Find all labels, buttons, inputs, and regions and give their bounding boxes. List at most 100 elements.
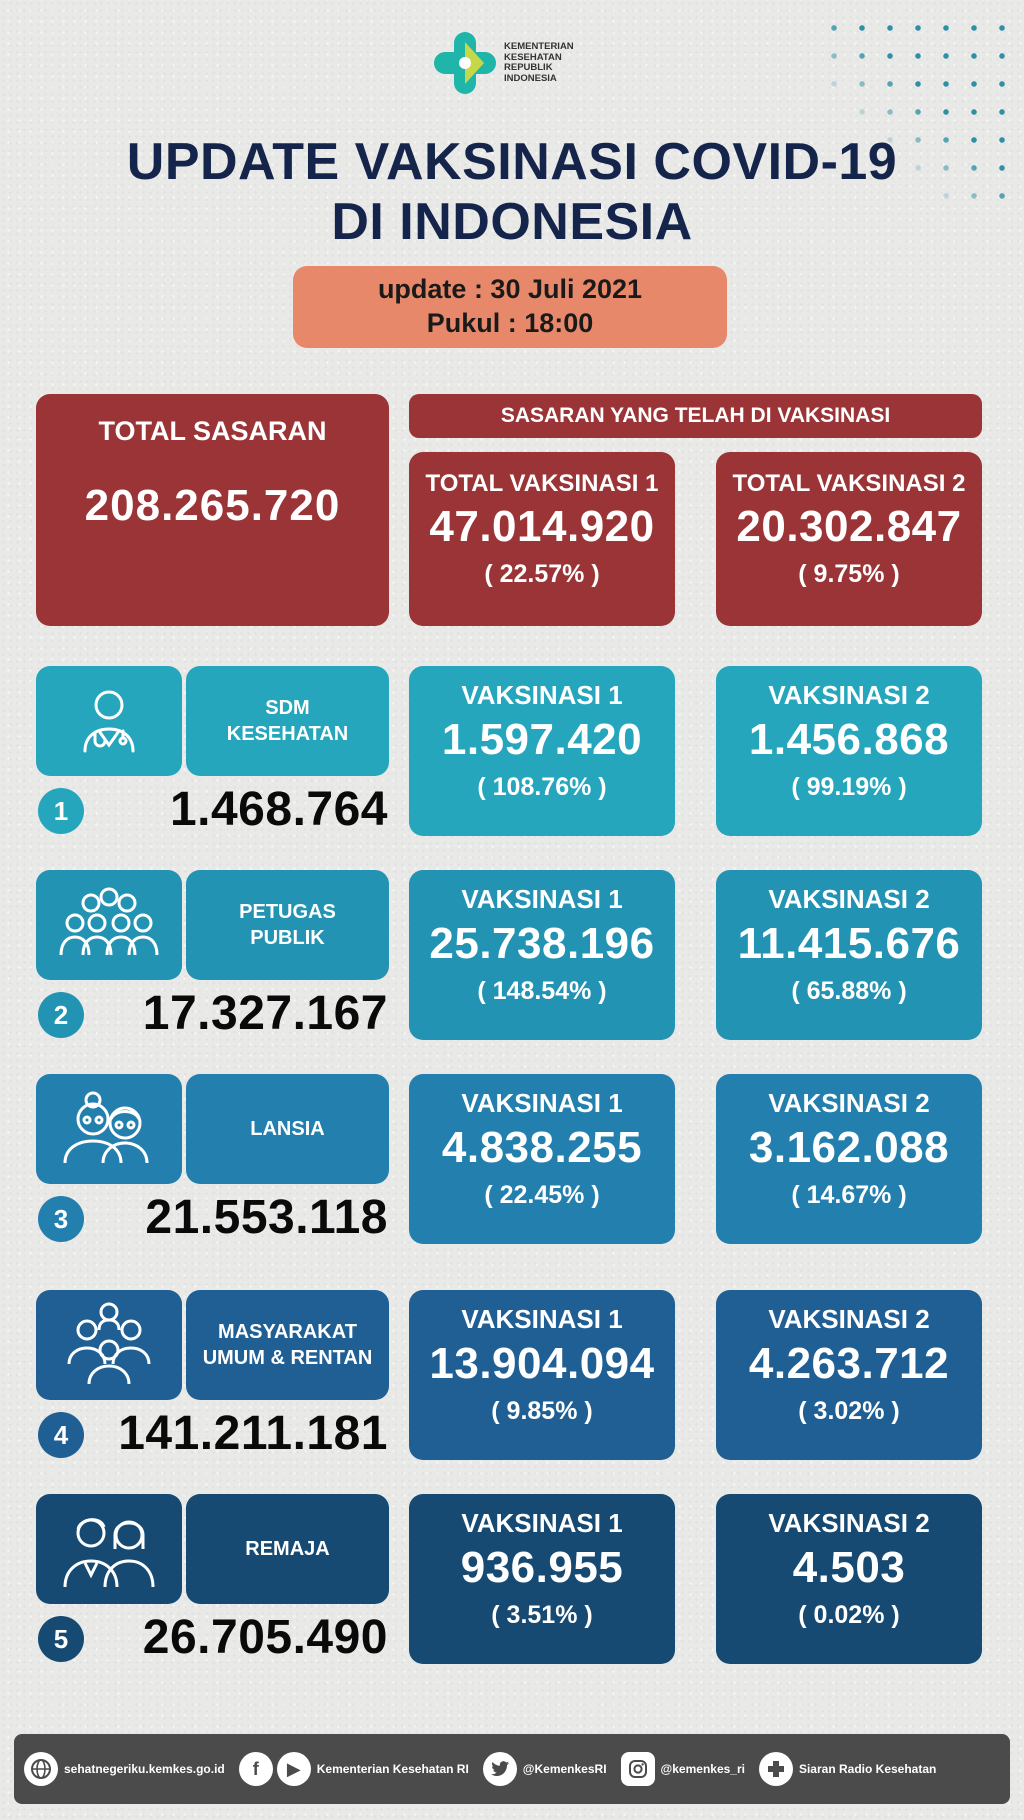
instagram-icon [620, 1752, 655, 1786]
group-name-box: MASYARAKAT UMUM & RENTAN [186, 1290, 389, 1400]
group-name-line-2: PUBLIK [250, 927, 325, 949]
group-name-line-2: KESEHATAN [226, 723, 349, 745]
title-line-1: UPDATE VAKSINASI COVID-19 [126, 133, 898, 191]
footer-instagram-text: @kemenkes_ri [660, 1762, 745, 1776]
vaksinasi-1-percent: ( 3.51% ) [491, 1601, 593, 1629]
vaksinasi-1-label: VAKSINASI 1 [461, 1088, 623, 1118]
group-vaksinasi-1-card: VAKSINASI 1 25.738.196 ( 148.54% ) [409, 870, 675, 1040]
total-sasaran-card: TOTAL SASARAN 208.265.720 [36, 394, 389, 626]
vaksinasi-2-value: 4.263.712 [748, 1339, 950, 1388]
vaksinasi-1-label: VAKSINASI 1 [461, 884, 623, 914]
group-vaksinasi-2-card: VAKSINASI 2 3.162.088 ( 14.67% ) [716, 1074, 982, 1244]
group-number-badge: 5 [38, 1616, 84, 1662]
vaksinasi-1-value: 25.738.196 [429, 919, 655, 968]
group-vaksinasi-2-card: VAKSINASI 2 1.456.868 ( 99.19% ) [716, 666, 982, 836]
vaksinasi-1-label: VAKSINASI 1 [461, 1304, 623, 1334]
group-name-box: LANSIA [186, 1074, 389, 1184]
group-vaksinasi-1-card: VAKSINASI 1 4.838.255 ( 22.45% ) [409, 1074, 675, 1244]
footer-radio[interactable]: Siaran Radio Kesehatan [758, 1752, 937, 1786]
group-name-line-1: MASYARAKAT [218, 1321, 357, 1343]
vaksinasi-2-label: VAKSINASI 2 [768, 1088, 930, 1118]
total-vaksinasi-2-value: 20.302.847 [736, 502, 962, 551]
logo-text-line: KEMENTERIAN [504, 41, 574, 52]
vaksinasi-1-percent: ( 22.45% ) [484, 1181, 600, 1209]
vaksinasi-2-value: 1.456.868 [748, 715, 950, 764]
sasaran-header: SASARAN YANG TELAH DI VAKSINASI [409, 394, 982, 438]
group-name-line-1: PETUGAS [239, 901, 336, 923]
kemenkes-logo: KEMENTERIAN KESEHATAN REPUBLIK INDONESIA [432, 30, 594, 96]
group-number-badge: 3 [38, 1196, 84, 1242]
group-target-value: 21.553.118 [145, 1191, 388, 1244]
group-number-badge: 1 [38, 788, 84, 834]
footer-twitter-text: @KemenkesRI [522, 1762, 607, 1776]
twitter-icon [482, 1752, 517, 1786]
footer-facebook-youtube-text: Kementerian Kesehatan RI [316, 1762, 469, 1776]
vaksinasi-2-percent: ( 65.88% ) [791, 977, 907, 1005]
vaksinasi-1-value: 1.597.420 [441, 715, 643, 764]
group-name-line-2: UMUM & RENTAN [202, 1347, 373, 1369]
total-vaksinasi-1-value: 47.014.920 [429, 502, 655, 551]
group-name-box: REMAJA [186, 1494, 389, 1604]
vaksinasi-1-label: VAKSINASI 1 [461, 680, 623, 710]
radio-icon [758, 1752, 793, 1786]
total-vaksinasi-2-label: TOTAL VAKSINASI 2 [732, 470, 966, 497]
teenagers-icon [57, 1505, 161, 1594]
title-line-2: DI INDONESIA [331, 193, 693, 251]
page-title: UPDATE VAKSINASI COVID-19 DI INDONESIA [0, 132, 1024, 252]
footer-radio-text: Siaran Radio Kesehatan [798, 1762, 937, 1776]
group-icon-box [36, 870, 182, 980]
update-time: Pukul : 18:00 [426, 308, 594, 338]
logo-text-line: REPUBLIK [504, 62, 553, 73]
group-number-badge: 2 [38, 992, 84, 1038]
update-date: update : 30 Juli 2021 [377, 274, 643, 304]
footer-bar: sehatnegeriku.kemkes.go.id f ▶ Kementeri… [14, 1734, 1010, 1804]
group-target-value: 141.211.181 [118, 1407, 388, 1460]
vaksinasi-2-value: 3.162.088 [748, 1123, 950, 1172]
group-vaksinasi-1-card: VAKSINASI 1 13.904.094 ( 9.85% ) [409, 1290, 675, 1460]
vaksinasi-1-percent: ( 148.54% ) [477, 977, 607, 1005]
update-badge: update : 30 Juli 2021 Pukul : 18:00 [293, 266, 727, 348]
group-name-line-1: SDM [265, 697, 310, 719]
total-vaksinasi-1-label: TOTAL VAKSINASI 1 [425, 470, 659, 497]
total-vaksinasi-1-card: TOTAL VAKSINASI 1 47.014.920 ( 22.57% ) [409, 452, 675, 626]
group-name-box: PETUGAS PUBLIK [186, 870, 389, 980]
vaksinasi-2-label: VAKSINASI 2 [768, 884, 930, 914]
group-number-badge: 4 [38, 1412, 84, 1458]
kemenkes-logo-icon [434, 32, 496, 94]
footer-facebook-youtube[interactable]: f ▶ Kementerian Kesehatan RI [238, 1752, 469, 1786]
vaksinasi-1-value: 936.955 [460, 1543, 624, 1592]
globe-icon [24, 1752, 58, 1786]
vaksinasi-2-percent: ( 99.19% ) [791, 773, 907, 801]
group-icon-box [36, 1290, 182, 1400]
vaksinasi-2-label: VAKSINASI 2 [768, 1304, 930, 1334]
vaksinasi-2-percent: ( 3.02% ) [798, 1397, 900, 1425]
total-vaksinasi-2-percent: ( 9.75% ) [798, 560, 900, 588]
group-vaksinasi-1-card: VAKSINASI 1 1.597.420 ( 108.76% ) [409, 666, 675, 836]
crowd-icon [57, 883, 161, 968]
total-sasaran-label: TOTAL SASARAN [98, 416, 327, 446]
elderly-icon [59, 1087, 159, 1172]
footer-website[interactable]: sehatnegeriku.kemkes.go.id [24, 1752, 225, 1786]
vaksinasi-1-label: VAKSINASI 1 [461, 1508, 623, 1538]
group-name-line-1: REMAJA [245, 1538, 330, 1560]
footer-twitter[interactable]: @KemenkesRI [482, 1752, 607, 1786]
group-target-value: 17.327.167 [142, 987, 388, 1040]
community-icon [61, 1300, 157, 1391]
vaksinasi-1-value: 13.904.094 [429, 1339, 655, 1388]
group-name-box: SDM KESEHATAN [186, 666, 389, 776]
total-vaksinasi-1-percent: ( 22.57% ) [484, 560, 600, 588]
group-name-line-1: LANSIA [250, 1118, 325, 1140]
decorative-dot-pattern [820, 14, 1010, 199]
doctor-icon [69, 679, 149, 764]
group-icon-box [36, 666, 182, 776]
group-target-value: 1.468.764 [169, 783, 388, 836]
group-icon-box [36, 1074, 182, 1184]
vaksinasi-2-value: 4.503 [792, 1543, 906, 1592]
footer-website-text: sehatnegeriku.kemkes.go.id [64, 1762, 225, 1776]
vaksinasi-2-label: VAKSINASI 2 [768, 680, 930, 710]
vaksinasi-1-value: 4.838.255 [441, 1123, 643, 1172]
footer-instagram[interactable]: @kemenkes_ri [620, 1752, 745, 1786]
youtube-icon: ▶ [276, 1752, 311, 1786]
vaksinasi-2-value: 11.415.676 [737, 919, 961, 968]
group-vaksinasi-1-card: VAKSINASI 1 936.955 ( 3.51% ) [409, 1494, 675, 1664]
